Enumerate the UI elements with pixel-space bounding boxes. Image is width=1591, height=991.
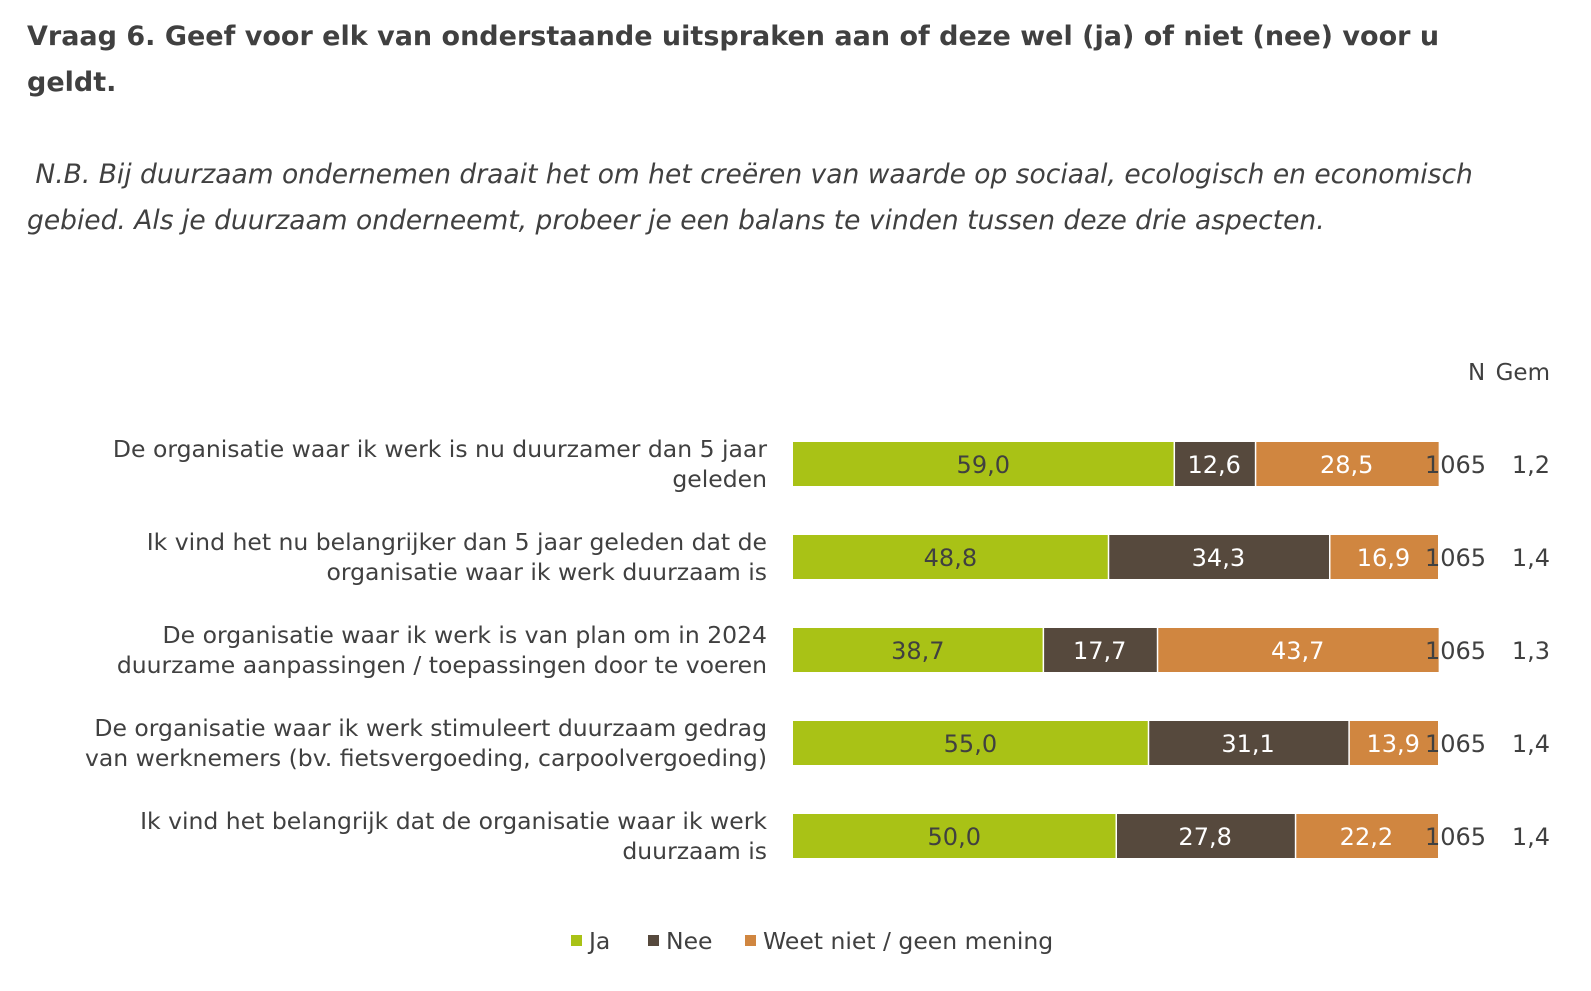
data-label: 48,8 — [924, 544, 977, 572]
data-label: 22,2 — [1340, 823, 1393, 851]
bar-segment-nee — [1044, 628, 1157, 672]
data-label: 31,1 — [1221, 730, 1274, 758]
n-value: 1065 — [1425, 451, 1486, 479]
data-label: 34,3 — [1192, 544, 1245, 572]
category-label: De organisatie waar ik werk is nu duurza… — [113, 435, 767, 463]
legend-label: Ja — [587, 927, 610, 955]
gem-header: Gem — [1496, 360, 1550, 386]
question-title: Vraag 6. Geef voor elk van onderstaande … — [27, 21, 1440, 98]
legend-swatch — [745, 935, 756, 946]
category-label: Ik vind het nu belangrijker dan 5 jaar g… — [147, 528, 767, 556]
data-label: 55,0 — [944, 730, 997, 758]
n-value: 1065 — [1425, 637, 1486, 665]
legend-swatch — [648, 935, 659, 946]
data-label: 38,7 — [891, 637, 944, 665]
category-label: Ik vind het belangrijk dat de organisati… — [140, 807, 767, 835]
bar-segment-ja — [793, 721, 1148, 765]
data-label: 13,9 — [1366, 730, 1419, 758]
gem-value: 1,3 — [1512, 637, 1550, 665]
gem-value: 1,4 — [1512, 730, 1550, 758]
category-label: geleden — [672, 465, 767, 493]
bar-segment-weet — [1349, 721, 1438, 765]
data-label: 12,6 — [1187, 451, 1240, 479]
bar-segment-weet — [1296, 814, 1438, 858]
data-label: 43,7 — [1271, 637, 1324, 665]
bar-segment-nee — [1149, 721, 1349, 765]
data-label: 17,7 — [1073, 637, 1126, 665]
bar-segment-nee — [1175, 442, 1255, 486]
bar-segment-nee — [1109, 535, 1329, 579]
bar-segment-ja — [793, 814, 1116, 858]
question-note: N.B. Bij duurzaam ondernemen draait het … — [27, 159, 1473, 236]
bar-segment-nee — [1117, 814, 1295, 858]
bar-segment-ja — [793, 628, 1043, 672]
data-label: 16,9 — [1357, 544, 1410, 572]
n-value: 1065 — [1425, 823, 1486, 851]
bar-segment-weet — [1330, 535, 1438, 579]
n-value: 1065 — [1425, 544, 1486, 572]
data-label: 59,0 — [957, 451, 1010, 479]
data-label: 28,5 — [1320, 451, 1373, 479]
legend-label: Nee — [666, 927, 713, 955]
category-label: De organisatie waar ik werk stimuleert d… — [94, 714, 767, 742]
data-label: 27,8 — [1178, 823, 1231, 851]
bar-segment-ja — [793, 535, 1108, 579]
category-label: organisatie waar ik werk duurzaam is — [327, 558, 768, 586]
category-label: duurzaam is — [622, 837, 767, 865]
bar-segment-weet — [1158, 628, 1439, 672]
category-label: De organisatie waar ik werk is van plan … — [163, 621, 767, 649]
n-header: N — [1468, 360, 1485, 386]
legend-label: Weet niet / geen mening — [763, 927, 1053, 955]
category-label: van werknemers (bv. fietsvergoeding, car… — [85, 744, 767, 772]
gem-value: 1,4 — [1512, 823, 1550, 851]
bar-segment-ja — [793, 442, 1174, 486]
n-value: 1065 — [1425, 730, 1486, 758]
category-label: duurzame aanpassingen / toepassingen doo… — [117, 651, 767, 679]
legend-swatch — [571, 935, 582, 946]
bar-segment-weet — [1256, 442, 1439, 486]
data-label: 50,0 — [928, 823, 981, 851]
gem-value: 1,2 — [1512, 451, 1550, 479]
gem-value: 1,4 — [1512, 544, 1550, 572]
